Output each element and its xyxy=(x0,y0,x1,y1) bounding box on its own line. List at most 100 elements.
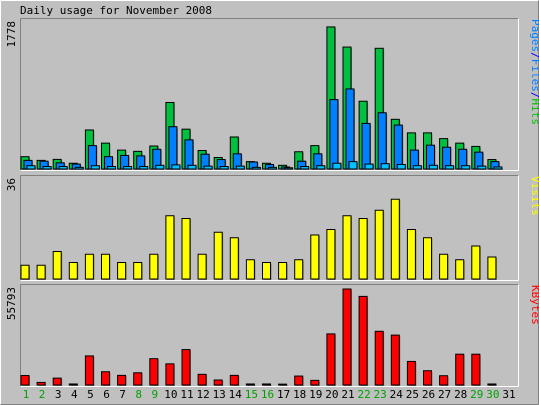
bar-pages-day-1 xyxy=(26,165,36,170)
x-tick-label-day-10: 10 xyxy=(164,388,177,401)
bar-kbytes-day-27 xyxy=(439,375,449,386)
bar-visits-day-5 xyxy=(84,253,94,280)
y-max-label: 36 xyxy=(5,178,18,191)
bar-kbytes-day-18 xyxy=(294,375,304,386)
x-tick-label-day-26: 26 xyxy=(422,388,435,401)
bar-kbytes-day-1 xyxy=(20,375,30,386)
bar-pages-day-24 xyxy=(396,163,406,170)
x-tick-label-day-18: 18 xyxy=(293,388,306,401)
bar-pages-day-11 xyxy=(187,164,197,170)
bar-visits-day-22 xyxy=(358,218,368,280)
bar-files-day-10 xyxy=(168,126,178,170)
x-tick-label-day-12: 12 xyxy=(196,388,209,401)
x-tick-label-day-11: 11 xyxy=(180,388,193,401)
x-tick-label-day-15: 15 xyxy=(245,388,258,401)
y-max-label: 55793 xyxy=(5,287,18,320)
bar-pages-day-9 xyxy=(155,164,165,170)
series-label-part: / xyxy=(529,52,539,59)
x-tick-label-day-22: 22 xyxy=(357,388,370,401)
bar-visits-day-15 xyxy=(245,259,255,280)
bar-kbytes-day-19 xyxy=(310,379,320,386)
x-tick-label-day-3: 3 xyxy=(55,388,62,401)
bar-kbytes-day-11 xyxy=(181,349,191,386)
bar-pages-day-23 xyxy=(380,163,390,170)
bar-visits-day-4 xyxy=(68,262,78,280)
series-label-part: Visits xyxy=(529,176,539,216)
x-tick-label-day-25: 25 xyxy=(406,388,419,401)
bar-visits-day-3 xyxy=(52,251,62,280)
bar-kbytes-day-8 xyxy=(133,372,143,386)
x-tick-label-day-28: 28 xyxy=(454,388,467,401)
bar-kbytes-day-12 xyxy=(197,373,207,386)
bar-pages-day-29 xyxy=(477,165,487,170)
bar-pages-day-15 xyxy=(251,166,261,170)
bar-pages-day-12 xyxy=(203,165,213,170)
bar-kbytes-day-3 xyxy=(52,377,62,386)
bar-kbytes-day-17-shadow xyxy=(279,385,288,386)
series-label-part: Files xyxy=(529,59,539,92)
bar-pages-day-18 xyxy=(300,166,310,170)
bar-visits-day-6 xyxy=(101,253,110,280)
series-label-part: KBytes xyxy=(529,285,539,325)
x-tick-label-day-31: 31 xyxy=(502,388,515,401)
bar-pages-day-27 xyxy=(445,165,455,170)
series-label: KBytes xyxy=(529,285,539,325)
y-max-label: 1778 xyxy=(5,21,18,48)
panel-2: 55793 KBytes xyxy=(5,284,539,387)
x-tick-label-day-24: 24 xyxy=(390,388,404,401)
bar-pages-day-17 xyxy=(284,167,294,170)
bar-pages-day-13 xyxy=(219,166,229,170)
bar-pages-day-4 xyxy=(74,166,84,170)
bar-kbytes-day-16 xyxy=(262,383,271,386)
x-tick-label-day-6: 6 xyxy=(103,388,110,401)
x-tick-label-day-20: 20 xyxy=(325,388,338,401)
bar-kbytes-day-21 xyxy=(342,288,352,386)
bar-visits-day-21 xyxy=(342,215,352,280)
bar-visits-day-20 xyxy=(326,229,336,280)
bar-pages-day-28 xyxy=(461,165,471,170)
series-label: Visits xyxy=(529,176,539,216)
bar-kbytes-day-29 xyxy=(471,353,481,386)
bar-pages-day-21 xyxy=(348,161,358,170)
bar-kbytes-day-22 xyxy=(358,295,368,386)
bar-pages-day-20 xyxy=(332,162,342,170)
x-tick-label-day-21: 21 xyxy=(341,388,354,401)
bar-kbytes-day-6 xyxy=(101,371,110,386)
bar-visits-day-17 xyxy=(278,262,288,280)
bar-visits-day-10 xyxy=(165,215,175,280)
bar-visits-day-2 xyxy=(36,264,46,280)
bar-visits-day-1 xyxy=(20,264,30,280)
bar-pages-day-8 xyxy=(139,166,149,170)
bar-kbytes-day-2 xyxy=(36,381,46,386)
bar-visits-day-8 xyxy=(133,262,143,280)
bar-kbytes-day-23 xyxy=(374,330,384,386)
bar-files-day-11 xyxy=(184,139,194,170)
bar-files-day-21 xyxy=(345,88,355,170)
bar-pages-day-14 xyxy=(235,165,245,170)
series-label-part: / xyxy=(529,92,539,99)
bar-files-day-20 xyxy=(329,99,339,170)
bar-kbytes-day-17 xyxy=(278,383,288,386)
x-tick-label-day-19: 19 xyxy=(309,388,322,401)
x-tick-label-day-14: 14 xyxy=(229,388,243,401)
bar-kbytes-day-7 xyxy=(117,374,127,386)
x-tick-label-day-30: 30 xyxy=(486,388,499,401)
x-axis-day-labels: 1 2 3 4 5 6 7 8 9 10 11 12 13 14 15 16 17 18 19 20 21 22 23 24 2… xyxy=(23,388,516,401)
bar-kbytes-day-20 xyxy=(326,333,336,386)
series-label-part: Pages xyxy=(529,19,539,52)
x-tick-label-day-16: 16 xyxy=(261,388,274,401)
bar-visits-day-30 xyxy=(487,256,497,280)
bar-pages-day-26 xyxy=(429,164,438,170)
bar-pages-day-10 xyxy=(171,164,181,170)
bar-pages-day-25 xyxy=(412,165,422,170)
bar-kbytes-day-30 xyxy=(487,383,497,386)
panel-1: 36 Visits xyxy=(5,175,539,281)
bar-pages-day-16 xyxy=(268,166,277,170)
series-label-part: Hits xyxy=(529,99,539,126)
x-tick-label-day-4: 4 xyxy=(71,388,78,401)
bar-pages-day-22 xyxy=(364,163,374,170)
bar-visits-day-13 xyxy=(213,231,223,280)
series-label: Pages/Files/Hits xyxy=(529,19,539,125)
